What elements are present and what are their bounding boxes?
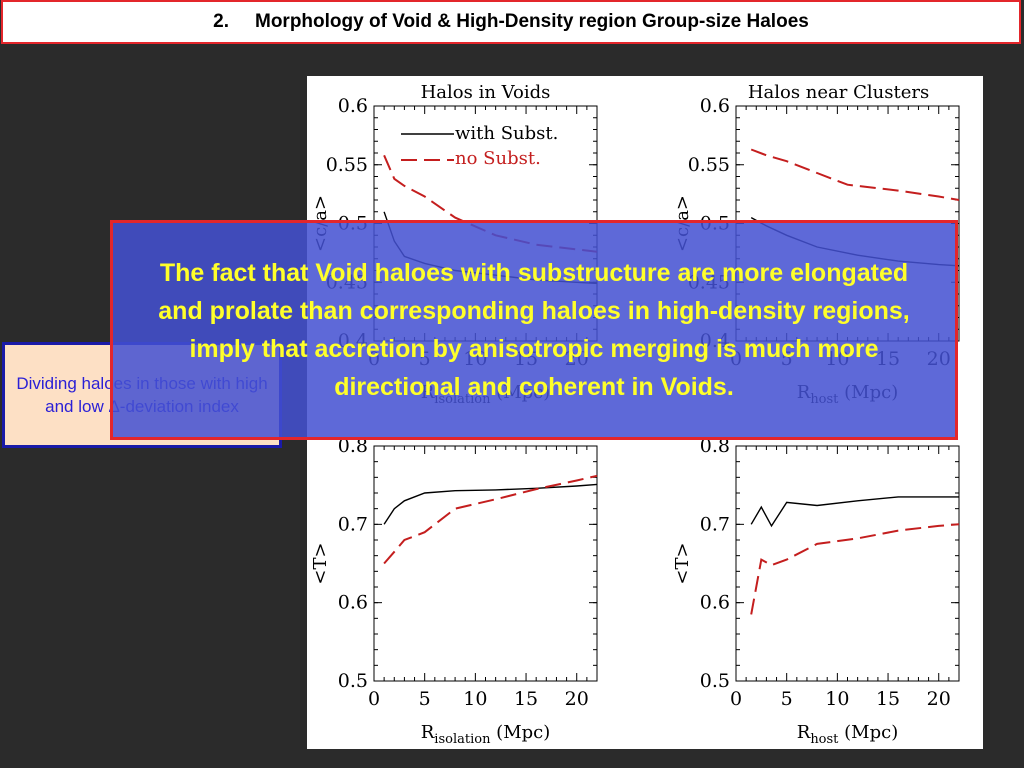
legend-label-with-subst: with Subst.: [455, 123, 558, 144]
x-tick-label: 10: [463, 688, 487, 710]
x-tick-label: 20: [565, 688, 589, 710]
y-tick-label: 0.8: [338, 435, 368, 457]
y-tick-label: 0.6: [338, 95, 368, 117]
plot-frame: [735, 445, 960, 682]
y-tick-label: 0.7: [700, 513, 730, 535]
series-line-with-subst: [383, 483, 598, 525]
chart-panel-4: 0.5 0.6 0.7 0.8 0 5 10 15 20 <T> Rhost (Mpc): [672, 435, 960, 747]
x-tick-label: 5: [419, 688, 431, 710]
x-tick-label: 20: [927, 688, 951, 710]
x-tick-label: 5: [781, 688, 793, 710]
chart-title: Halos near Clusters: [748, 82, 929, 103]
series-line-no-subst: [383, 474, 598, 565]
chart-title: Halos in Voids: [421, 82, 551, 103]
series-line-no-subst: [750, 148, 960, 201]
series-line-with-subst: [750, 496, 959, 528]
slide-title-bar: 2. Morphology of Void & High-Density reg…: [1, 0, 1021, 44]
conclusion-text: The fact that Void haloes with substruct…: [158, 259, 910, 401]
y-tick-label: 0.7: [338, 513, 368, 535]
x-tick-label: 10: [825, 688, 849, 710]
y-tick-label: 0.8: [700, 435, 730, 457]
y-tick-label: 0.6: [700, 95, 730, 117]
y-tick-label: 0.6: [700, 592, 730, 614]
y-tick-label: 0.5: [700, 670, 730, 692]
plot-frame: [373, 445, 598, 682]
y-tick-label: 0.5: [338, 670, 368, 692]
y-tick-label: 0.55: [326, 154, 368, 176]
x-tick-label: 15: [876, 688, 900, 710]
x-tick-label: 0: [368, 688, 380, 710]
y-axis-label: <T>: [310, 542, 331, 584]
y-axis-label: <T>: [672, 542, 693, 584]
x-axis-label: Rhost (Mpc): [797, 722, 898, 747]
x-tick-label: 15: [514, 688, 538, 710]
series-line-no-subst: [750, 523, 960, 615]
conclusion-overlay: The fact that Void haloes with substruct…: [110, 220, 958, 440]
slide-title-number: 2.: [213, 11, 229, 32]
slide-title: Morphology of Void & High-Density region…: [255, 11, 809, 32]
y-tick-label: 0.55: [688, 154, 730, 176]
y-tick-label: 0.6: [338, 592, 368, 614]
x-tick-label: 0: [730, 688, 742, 710]
chart-panel-3: 0.5 0.6 0.7 0.8 0 5 10 15 20 <T> Risolation (Mpc): [310, 435, 598, 747]
x-axis-label: Risolation (Mpc): [421, 722, 551, 747]
legend-label-no-subst: no Subst.: [455, 148, 541, 169]
